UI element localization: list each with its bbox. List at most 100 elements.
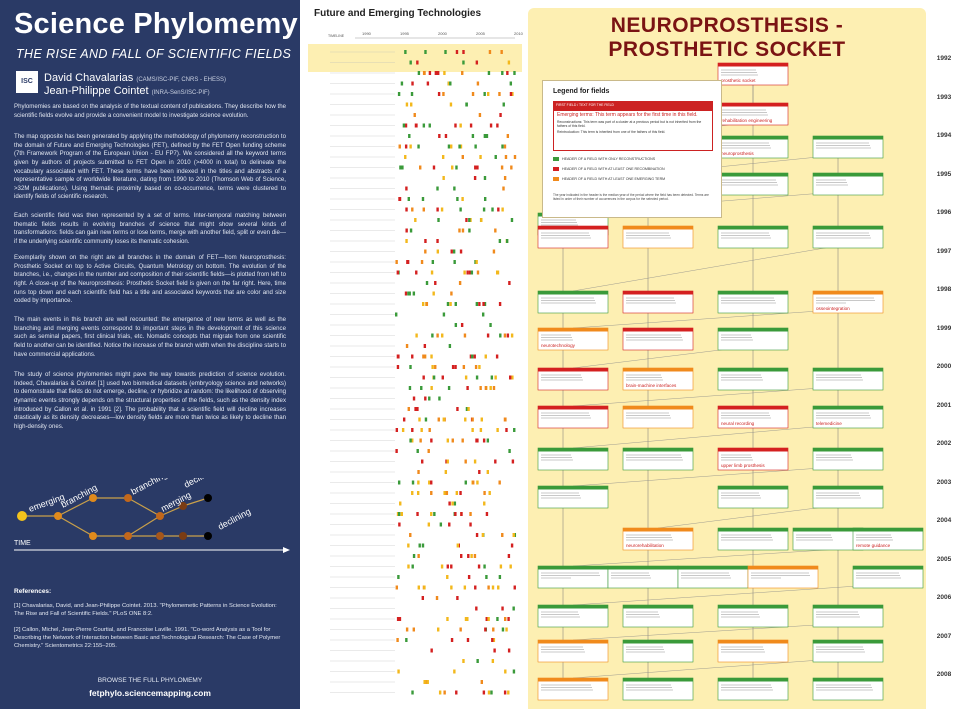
field-box[interactable] [717,485,789,509]
field-mark [461,197,464,201]
red-swatch [553,167,559,172]
field-mark [396,617,400,621]
field-box[interactable]: neurotechnology [537,327,609,351]
field-box[interactable] [812,485,884,509]
field-box[interactable] [537,565,609,589]
browse-link[interactable]: fetphylo.sciencemapping.com [89,688,211,698]
field-mark [428,396,431,401]
field-box[interactable]: upper limb prosthesis [717,447,789,471]
field-box[interactable] [812,447,884,471]
field-box[interactable] [717,527,789,551]
field-box[interactable] [812,677,884,701]
field-box[interactable] [622,327,694,351]
field-box[interactable] [537,290,609,314]
field-box[interactable]: prosthetic socket [717,62,789,86]
field-box[interactable]: brain-machine interfaces [622,367,694,391]
field-box[interactable] [852,565,924,589]
field-box[interactable]: osseointegration [812,290,884,314]
neuro-title: NEUROPROSTHESIS - PROSTHETIC SOCKET [608,14,846,61]
field-box[interactable] [717,677,789,701]
field-link [572,385,849,407]
field-box[interactable] [812,639,884,663]
field-mark [413,113,416,117]
field-mark [474,365,478,369]
field-box[interactable]: neural recording [717,405,789,429]
field-box[interactable]: neurorehabilitation [622,527,694,551]
field-box[interactable] [812,367,884,391]
field-box[interactable] [747,565,819,589]
field-box[interactable] [792,527,864,551]
field-box[interactable]: telemedicine [812,405,884,429]
orange-swatch [553,177,559,182]
field-box[interactable] [677,565,749,589]
field-box[interactable] [812,135,884,159]
field-box[interactable] [537,677,609,701]
field-mark [426,680,429,684]
field-mark [467,407,470,411]
references-heading: References: [14,588,52,595]
featured-term: osseointegration [816,306,850,311]
field-mark [415,270,418,275]
field-mark [453,186,456,191]
field-mark [444,134,448,138]
field-mark [400,81,404,86]
field-box-header [538,678,608,682]
field-mark [422,207,425,212]
field-mark [461,438,464,443]
field-mark [461,155,464,159]
field-box-header [718,173,788,177]
field-mark [414,218,417,222]
field-mark [405,638,408,642]
field-box[interactable] [717,639,789,663]
field-mark [455,50,459,54]
field-mark [491,207,494,212]
field-box[interactable] [622,405,694,429]
field-box-header [718,291,788,295]
field-box[interactable] [717,290,789,314]
field-box[interactable] [812,225,884,249]
field-box[interactable] [622,639,694,663]
field-mark [482,302,485,306]
field-mark [410,102,413,107]
field-box[interactable] [622,677,694,701]
field-box[interactable] [622,290,694,314]
field-box[interactable] [812,604,884,628]
field-mark [513,155,517,159]
field-box[interactable] [537,367,609,391]
field-box[interactable] [622,604,694,628]
field-mark [490,375,494,380]
field-box[interactable] [537,639,609,663]
field-box[interactable] [717,172,789,196]
field-box-header [813,368,883,372]
field-box[interactable] [537,447,609,471]
field-mark [501,533,504,537]
field-box[interactable] [537,225,609,249]
field-box[interactable] [537,405,609,429]
field-box[interactable]: rehabilitation engineering [717,102,789,126]
field-mark [441,155,445,159]
field-box[interactable] [717,225,789,249]
field-box[interactable] [717,367,789,391]
field-box[interactable] [537,604,609,628]
field-box[interactable]: remote guidance [852,527,924,551]
field-mark [404,291,408,296]
field-box[interactable] [622,225,694,249]
poster-subtitle: THE RISE AND FALL OF SCIENTIFIC FIELDS [16,47,292,61]
field-mark [398,144,401,149]
field-mark [466,638,470,642]
field-mark [397,575,400,579]
year-label: 2000 [936,363,952,370]
field-box[interactable] [622,447,694,471]
field-box[interactable] [812,172,884,196]
field-mark [447,386,451,390]
field-box[interactable] [717,327,789,351]
field-mark [483,197,487,201]
field-mark [424,417,428,422]
field-box[interactable]: neuroprosthesis [717,135,789,159]
field-mark [470,270,474,275]
field-box-header [813,448,883,452]
field-box[interactable] [537,485,609,509]
field-mark [424,249,427,254]
field-box[interactable] [717,604,789,628]
field-box[interactable] [607,565,679,589]
